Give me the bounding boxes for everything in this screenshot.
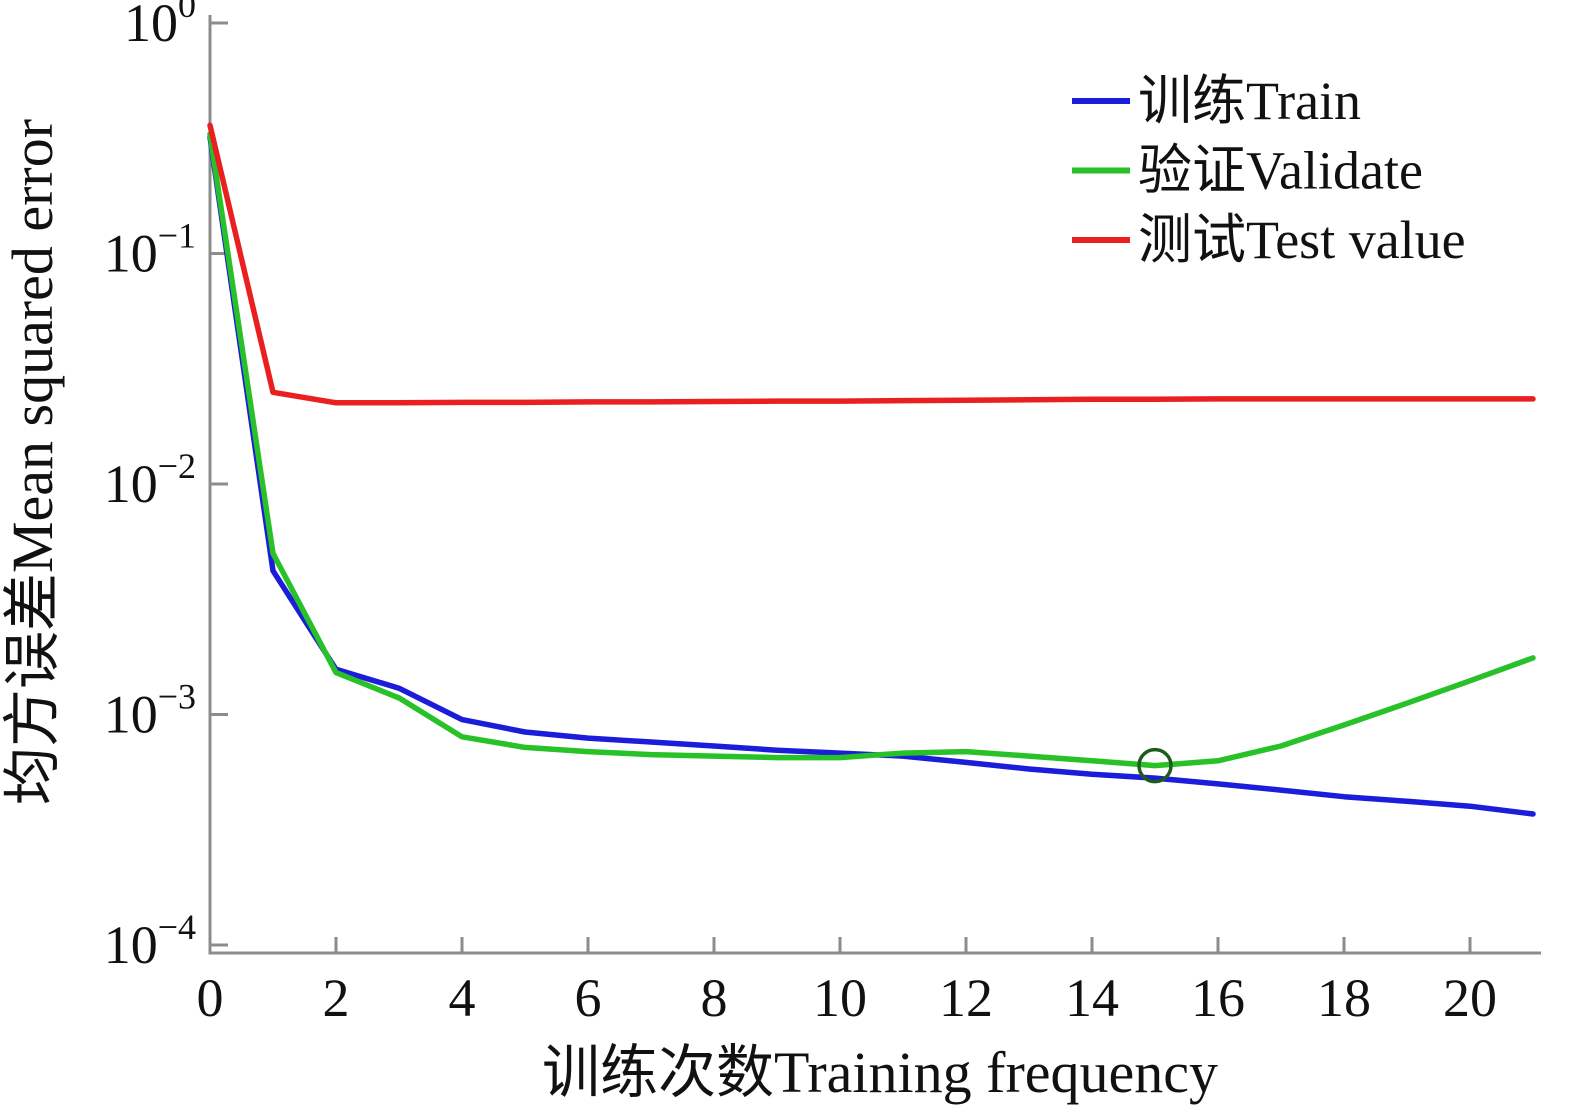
legend-layer: 训练Train 验证Validate 测试Test value — [1072, 71, 1466, 270]
y-tick-label: 10−3 — [104, 677, 196, 745]
x-tick-label: 16 — [1191, 968, 1245, 1028]
y-tick-label: 100 — [124, 0, 196, 53]
legend-label-test: 测试Test value — [1138, 210, 1466, 270]
y-tick-label: 10−2 — [104, 446, 196, 514]
validate-line — [207, 131, 1536, 769]
x-tick-label: 10 — [813, 968, 867, 1028]
x-tick-label: 8 — [701, 968, 728, 1028]
series-layer — [207, 122, 1536, 817]
y-tick-label: 10−4 — [104, 907, 196, 975]
x-tick-label: 14 — [1065, 968, 1119, 1028]
x-tick-label: 6 — [575, 968, 602, 1028]
x-tick-label: 20 — [1443, 968, 1497, 1028]
axes-layer: 100 10−1 10−2 10−3 10−40 2 4 6 8 10 12 14 16 18 20 — [104, 0, 1541, 1028]
test-line — [207, 122, 1536, 406]
x-tick-label: 2 — [323, 968, 350, 1028]
x-tick-label: 12 — [939, 968, 993, 1028]
y-axis-title: 均方误差Mean squared error — [0, 119, 65, 805]
x-axis-title: 训练次数Training frequency — [542, 1040, 1218, 1105]
legend-label-validate: 验证Validate — [1138, 141, 1423, 201]
x-tick-label: 18 — [1317, 968, 1371, 1028]
x-tick-label: 4 — [449, 968, 476, 1028]
x-tick-label: 0 — [197, 968, 224, 1028]
legend-label-train: 训练Train — [1138, 71, 1361, 131]
y-tick-label: 10−1 — [104, 216, 196, 284]
best-epoch-marker — [1137, 747, 1173, 784]
